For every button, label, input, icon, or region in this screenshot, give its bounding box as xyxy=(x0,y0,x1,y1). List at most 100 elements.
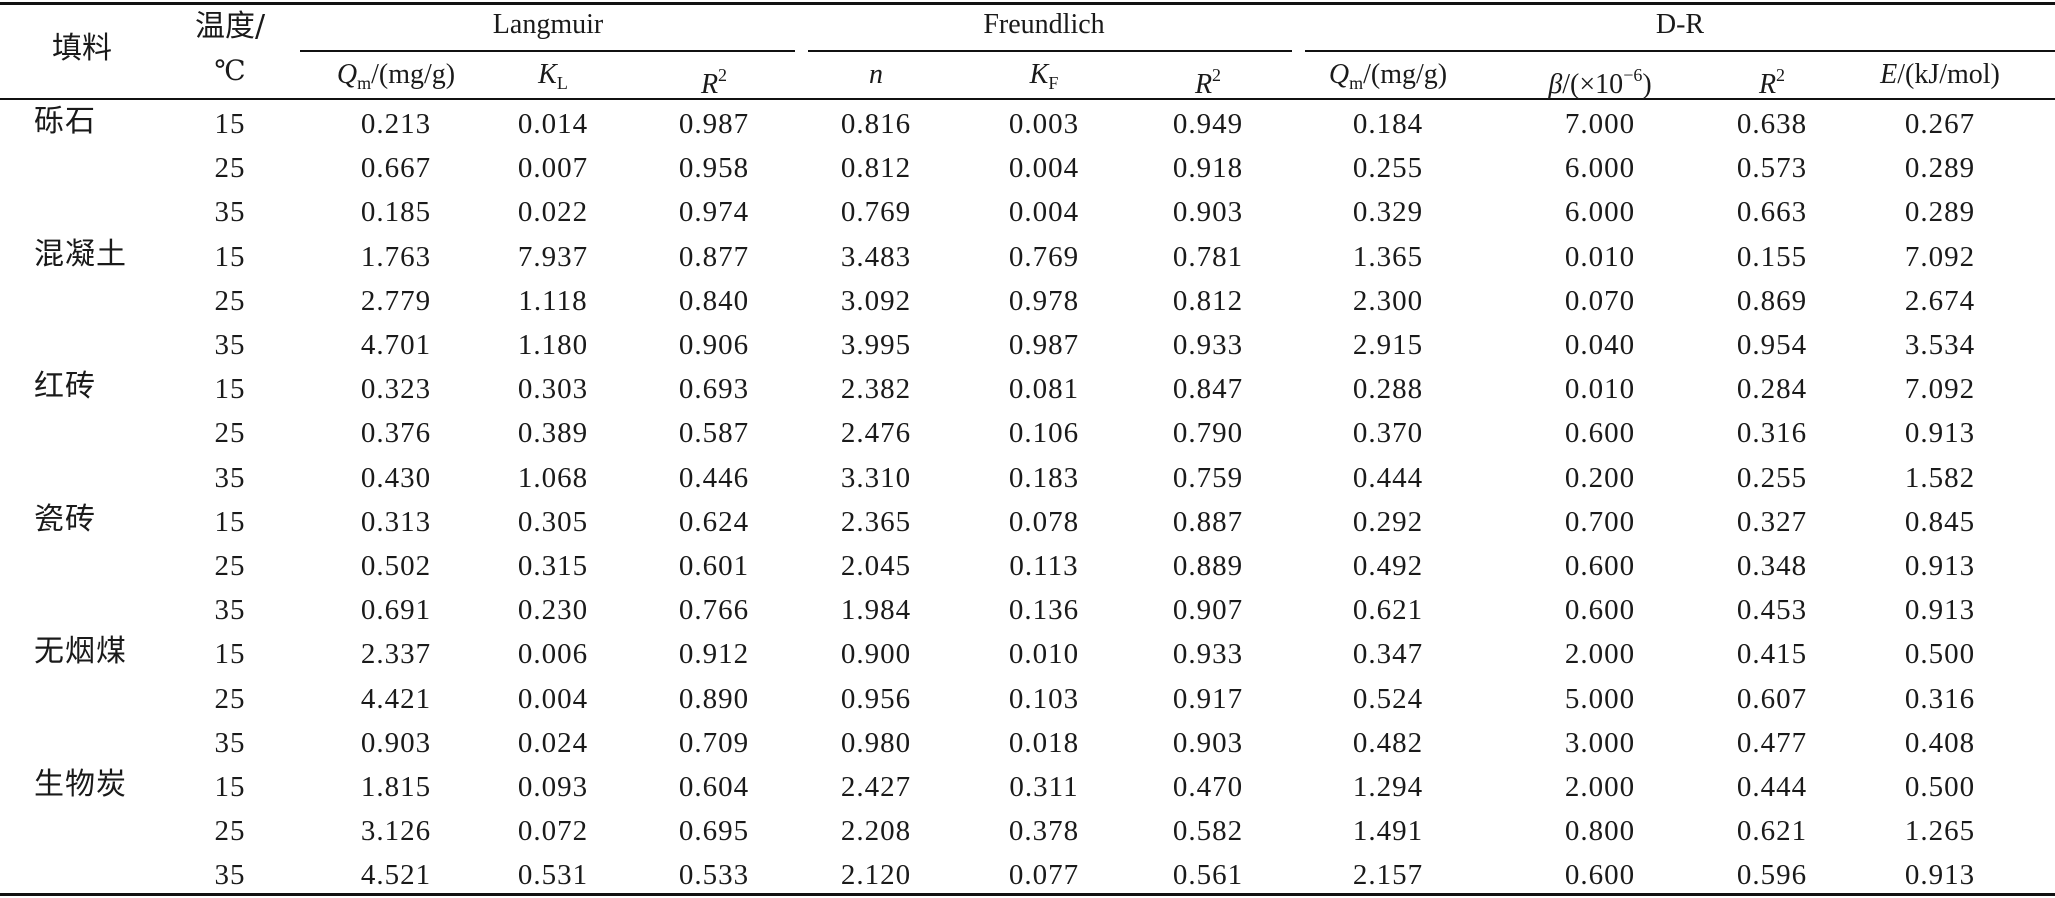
cell-kf: 0.010 xyxy=(1008,638,1080,670)
header-col-r2-freundlich: R2 xyxy=(1194,65,1222,100)
cell-r2f: 0.470 xyxy=(1172,771,1244,803)
cell-r2f: 0.812 xyxy=(1172,285,1244,317)
cell-r2d: 0.573 xyxy=(1736,152,1808,184)
cell-e: 1.265 xyxy=(1904,815,1976,847)
cell-n: 1.984 xyxy=(840,594,912,626)
cell-n: 2.208 xyxy=(840,815,912,847)
cell-beta: 2.000 xyxy=(1564,638,1636,670)
cell-qm: 0.903 xyxy=(360,727,432,759)
cell-r2l: 0.587 xyxy=(678,417,750,449)
cell-qmd: 2.157 xyxy=(1352,859,1424,891)
cell-beta: 0.040 xyxy=(1564,329,1636,361)
cell-e: 0.913 xyxy=(1904,550,1976,582)
cell-n: 2.427 xyxy=(840,771,912,803)
cell-t: 15 xyxy=(214,108,246,140)
cell-n: 3.092 xyxy=(840,285,912,317)
cell-kf: 0.378 xyxy=(1008,815,1080,847)
cell-e: 0.845 xyxy=(1904,506,1976,538)
cell-kl: 0.305 xyxy=(517,506,589,538)
cell-e: 0.913 xyxy=(1904,859,1976,891)
cell-qm: 0.323 xyxy=(360,373,432,405)
langmuir-underline xyxy=(300,50,795,52)
cell-r2l: 0.601 xyxy=(678,550,750,582)
header-group-langmuir: Langmuir xyxy=(492,9,604,40)
cell-n: 2.382 xyxy=(840,373,912,405)
cell-r2f: 0.582 xyxy=(1172,815,1244,847)
cell-r2d: 0.255 xyxy=(1736,462,1808,494)
cell-qmd: 2.300 xyxy=(1352,285,1424,317)
cell-e: 0.913 xyxy=(1904,417,1976,449)
cell-kl: 0.389 xyxy=(517,417,589,449)
cell-beta: 0.010 xyxy=(1564,241,1636,273)
cell-qmd: 0.524 xyxy=(1352,683,1424,715)
header-col-e: E/(kJ/mol) xyxy=(1880,59,2000,90)
cell-t: 35 xyxy=(214,329,246,361)
cell-beta: 0.070 xyxy=(1564,285,1636,317)
header-filler: 填料 xyxy=(52,31,112,66)
cell-qm: 1.815 xyxy=(360,771,432,803)
cell-kf: 0.978 xyxy=(1008,285,1080,317)
freundlich-underline xyxy=(808,50,1292,52)
cell-kf: 0.003 xyxy=(1008,108,1080,140)
cell-kl: 1.118 xyxy=(518,285,588,317)
cell-kl: 0.022 xyxy=(517,196,589,228)
cell-qmd: 1.491 xyxy=(1352,815,1424,847)
cell-n: 3.483 xyxy=(840,241,912,273)
cell-qm: 2.337 xyxy=(360,638,432,670)
row-filler-label: 瓷砖 xyxy=(34,502,96,537)
cell-e: 0.289 xyxy=(1904,196,1976,228)
cell-r2l: 0.890 xyxy=(678,683,750,715)
cell-r2f: 0.949 xyxy=(1172,108,1244,140)
cell-beta: 0.010 xyxy=(1564,373,1636,405)
cell-n: 2.476 xyxy=(840,417,912,449)
cell-r2l: 0.958 xyxy=(678,152,750,184)
cell-r2d: 0.453 xyxy=(1736,594,1808,626)
cell-kl: 0.014 xyxy=(517,108,589,140)
cell-r2d: 0.415 xyxy=(1736,638,1808,670)
cell-kl: 7.937 xyxy=(517,241,589,273)
cell-r2f: 0.781 xyxy=(1172,241,1244,273)
cell-qmd: 0.347 xyxy=(1352,638,1424,670)
row-filler-label: 红砖 xyxy=(34,369,96,404)
cell-r2f: 0.933 xyxy=(1172,329,1244,361)
cell-e: 1.582 xyxy=(1904,462,1976,494)
cell-n: 2.045 xyxy=(840,550,912,582)
cell-e: 7.092 xyxy=(1904,241,1976,273)
cell-r2l: 0.446 xyxy=(678,462,750,494)
cell-r2f: 0.917 xyxy=(1172,683,1244,715)
cell-beta: 2.000 xyxy=(1564,771,1636,803)
header-col-n: n xyxy=(869,59,883,90)
cell-t: 15 xyxy=(214,373,246,405)
cell-qmd: 0.621 xyxy=(1352,594,1424,626)
cell-qmd: 1.294 xyxy=(1352,771,1424,803)
cell-qmd: 0.288 xyxy=(1352,373,1424,405)
cell-r2d: 0.621 xyxy=(1736,815,1808,847)
row-filler-label: 生物炭 xyxy=(34,767,127,802)
row-filler-label: 砾石 xyxy=(34,104,96,139)
cell-qm: 0.313 xyxy=(360,506,432,538)
cell-qmd: 1.365 xyxy=(1352,241,1424,273)
bottom-rule xyxy=(0,893,2055,896)
cell-kf: 0.106 xyxy=(1008,417,1080,449)
cell-r2d: 0.638 xyxy=(1736,108,1808,140)
cell-kf: 0.077 xyxy=(1008,859,1080,891)
cell-r2d: 0.954 xyxy=(1736,329,1808,361)
cell-e: 0.500 xyxy=(1904,638,1976,670)
cell-kl: 1.180 xyxy=(517,329,589,361)
cell-beta: 6.000 xyxy=(1564,196,1636,228)
header-group-dr: D-R xyxy=(1655,9,1705,40)
cell-e: 0.267 xyxy=(1904,108,1976,140)
cell-kl: 1.068 xyxy=(517,462,589,494)
cell-e: 0.316 xyxy=(1904,683,1976,715)
cell-r2l: 0.840 xyxy=(678,285,750,317)
cell-e: 0.500 xyxy=(1904,771,1976,803)
cell-r2l: 0.877 xyxy=(678,241,750,273)
cell-qmd: 0.292 xyxy=(1352,506,1424,538)
cell-qm: 0.502 xyxy=(360,550,432,582)
cell-qmd: 0.444 xyxy=(1352,462,1424,494)
cell-kl: 0.072 xyxy=(517,815,589,847)
cell-qmd: 0.184 xyxy=(1352,108,1424,140)
cell-kl: 0.004 xyxy=(517,683,589,715)
header-col-qm-dr: Qm/(mg/g) xyxy=(1328,59,1448,93)
cell-kf: 0.004 xyxy=(1008,152,1080,184)
